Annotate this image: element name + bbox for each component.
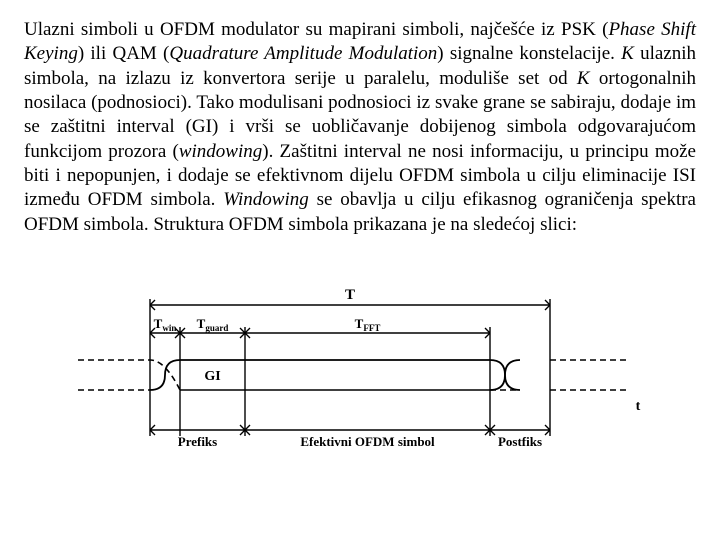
svg-text:Tguard: Tguard [197, 316, 229, 333]
svg-text:TFFT: TFFT [355, 316, 381, 333]
text-seg5: ) signalne konstelacije. [437, 43, 621, 64]
svg-text:Postfiks: Postfiks [498, 434, 542, 449]
main-paragraph: Ulazni simboli u OFDM modulator su mapir… [24, 18, 696, 237]
text-seg4: Quadrature Amplitude Modulation [169, 43, 437, 64]
svg-text:t: t [636, 399, 641, 414]
svg-text:T: T [345, 287, 355, 303]
text-seg1: Ulazni simboli u OFDM modulator su mapir… [24, 19, 608, 40]
ofdm-diagram-svg: T Twin Tguard TFFT GI Prefiks Efektivni OFDM s… [70, 275, 650, 455]
text-seg10: windowing [179, 141, 262, 162]
text-seg3: ) ili QAM ( [78, 43, 170, 64]
ofdm-symbol-diagram: T Twin Tguard TFFT GI Prefiks Efektivni OFDM s… [24, 275, 696, 455]
text-seg8: K [577, 68, 590, 89]
svg-text:Prefiks: Prefiks [178, 434, 217, 449]
text-seg12: Windowing [223, 189, 309, 210]
svg-text:Twin: Twin [154, 316, 177, 333]
text-seg6: K [621, 43, 634, 64]
svg-text:Efektivni OFDM simbol: Efektivni OFDM simbol [300, 434, 435, 449]
svg-text:GI: GI [204, 369, 220, 384]
